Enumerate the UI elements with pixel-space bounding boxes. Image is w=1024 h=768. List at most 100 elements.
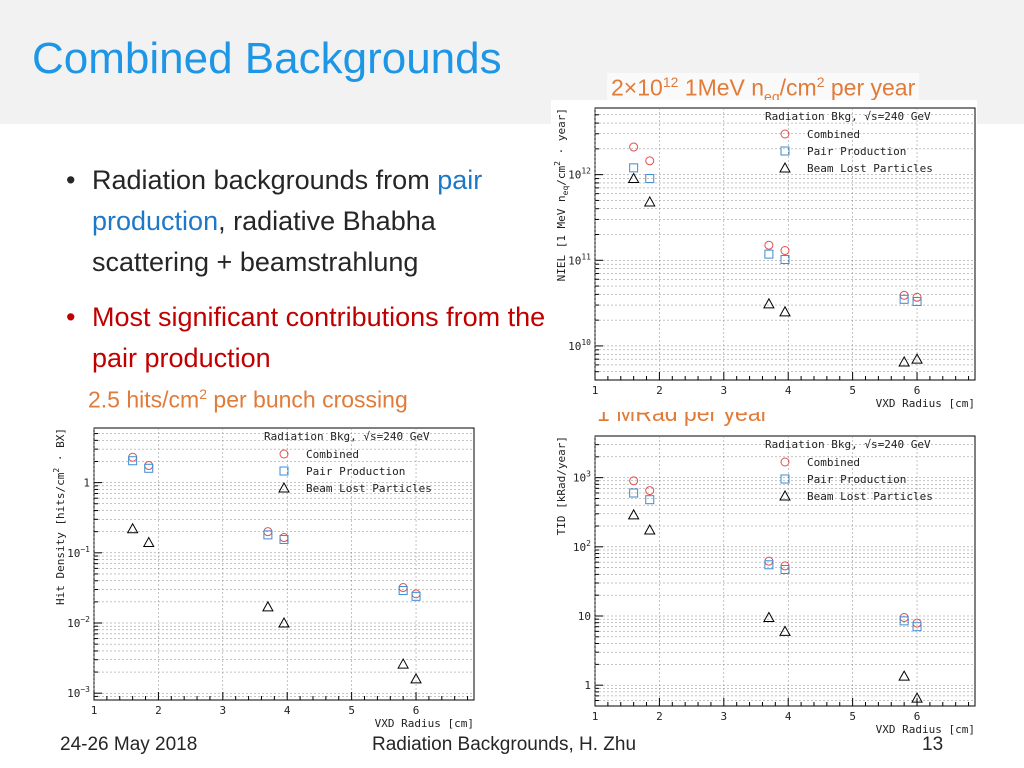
legend-label: Pair Production <box>306 465 405 478</box>
series-pair-production <box>629 488 922 632</box>
bullet-highlight: pair production <box>92 165 483 236</box>
y-tick-label: 1011 <box>568 252 591 267</box>
y-tick-label: 10−3 <box>67 685 90 700</box>
legend-label: Beam Lost Particles <box>807 162 933 175</box>
data-point <box>410 672 422 684</box>
data-point <box>279 534 289 544</box>
data-point <box>627 508 640 520</box>
grid <box>594 108 975 380</box>
x-tick-label: 1 <box>592 384 599 397</box>
x-tick-label: 4 <box>785 384 792 397</box>
data-point <box>263 530 273 540</box>
niel-caption: 2×1012 1MeV neq/cm2 per year <box>607 73 920 106</box>
y-axis-label: Hit Density [hits/cm2 · BX] <box>52 428 67 605</box>
y-tick-label: 103 <box>573 470 591 485</box>
x-tick-label: 5 <box>849 710 856 723</box>
y-tick-label: 102 <box>573 539 591 554</box>
data-point <box>779 305 791 317</box>
bullet-pair-production: Most significant contributions from the … <box>64 297 554 379</box>
legend-marker <box>780 474 790 484</box>
legend-marker <box>779 489 791 501</box>
series-beam-lost-particles <box>126 522 422 684</box>
x-tick-label: 4 <box>284 704 291 717</box>
data-point <box>780 565 790 575</box>
y-tick-label: 1012 <box>568 167 591 182</box>
data-point <box>763 297 775 309</box>
legend-marker <box>279 466 289 476</box>
legend-label: Combined <box>306 448 359 461</box>
x-tick-label: 5 <box>348 704 355 717</box>
data-point <box>629 488 639 498</box>
plot-frame <box>594 435 976 707</box>
x-tick-label: 3 <box>220 704 227 717</box>
data-point <box>643 523 656 535</box>
series-pair-production <box>629 163 922 307</box>
x-tick-label: 1 <box>592 710 599 723</box>
footer-date: 24-26 May 2018 <box>60 734 198 755</box>
y-tick-label: 10−2 <box>67 615 90 630</box>
bullet-list: Radiation backgrounds from pair producti… <box>64 160 554 393</box>
data-point <box>899 616 909 626</box>
data-point <box>912 297 922 307</box>
plot-frame <box>93 427 475 701</box>
data-point <box>411 591 421 601</box>
page-number: 13 <box>922 734 944 755</box>
legend-label: Beam Lost Particles <box>807 490 933 503</box>
data-point <box>899 294 909 304</box>
x-axis-label: VXD Radius [cm] <box>876 397 975 410</box>
legend-label: Pair Production <box>807 145 906 158</box>
series-beam-lost-particles <box>627 508 923 703</box>
y-axis-label: TID [kRad/year] <box>555 436 568 535</box>
x-axis-label: VXD Radius [cm] <box>876 723 975 736</box>
bullet-radiation-backgrounds: Radiation backgrounds from pair producti… <box>64 160 554 283</box>
data-point <box>764 249 774 259</box>
series-beam-lost-particles <box>627 172 923 367</box>
y-tick-label: 10 <box>578 610 591 623</box>
x-tick-label: 2 <box>656 384 663 397</box>
data-point <box>126 522 139 534</box>
legend-label: Combined <box>807 456 860 469</box>
data-point <box>397 658 410 669</box>
data-point <box>629 142 639 152</box>
x-tick-label: 3 <box>721 384 728 397</box>
data-point <box>627 172 640 184</box>
x-tick-label: 6 <box>914 710 921 723</box>
plot-frame <box>594 107 976 381</box>
y-axis-label: NIEL [1 MeV neq/cm2 · year] <box>553 108 570 281</box>
data-point <box>911 353 923 364</box>
footer-presentation-title: Radiation Backgrounds, H. Zhu <box>372 734 637 755</box>
y-tick-label: 1 <box>83 477 90 490</box>
data-point <box>898 670 911 681</box>
legend-label: Beam Lost Particles <box>306 482 432 495</box>
legend-marker <box>780 146 790 156</box>
bullet-text-before: Radiation backgrounds from <box>92 165 438 195</box>
hit-density-caption: 2.5 hits/cm2 per bunch crossing <box>88 386 408 413</box>
data-point <box>898 355 911 367</box>
legend-title: Radiation Bkg, √s=240 GeV <box>765 438 931 451</box>
data-point <box>779 625 791 636</box>
legend-marker <box>780 129 790 139</box>
legend-label: Combined <box>807 128 860 141</box>
data-point <box>912 622 922 632</box>
legend-title: Radiation Bkg, √s=240 GeV <box>765 110 931 123</box>
legend-marker <box>779 161 791 173</box>
data-point <box>142 536 155 548</box>
data-point <box>780 246 790 256</box>
data-point <box>128 456 138 466</box>
x-tick-label: 6 <box>914 384 921 397</box>
legend-label: Pair Production <box>807 473 906 486</box>
data-point <box>398 586 408 596</box>
data-point <box>645 486 655 496</box>
data-point <box>144 463 154 473</box>
x-tick-label: 4 <box>785 710 792 723</box>
tid-chart: 1 2 3 4 5 6 1 10 102 103 VXD Radius [cm] TID [kRad/… <box>551 428 977 738</box>
data-point <box>629 476 639 486</box>
legend-marker <box>278 481 290 493</box>
slide-title: Combined Backgrounds <box>32 34 502 83</box>
x-tick-label: 1 <box>91 704 98 717</box>
data-point <box>645 174 655 184</box>
data-point <box>645 156 655 166</box>
x-tick-label: 6 <box>413 704 420 717</box>
series-pair-production <box>128 456 421 601</box>
x-tick-label: 2 <box>155 704 162 717</box>
